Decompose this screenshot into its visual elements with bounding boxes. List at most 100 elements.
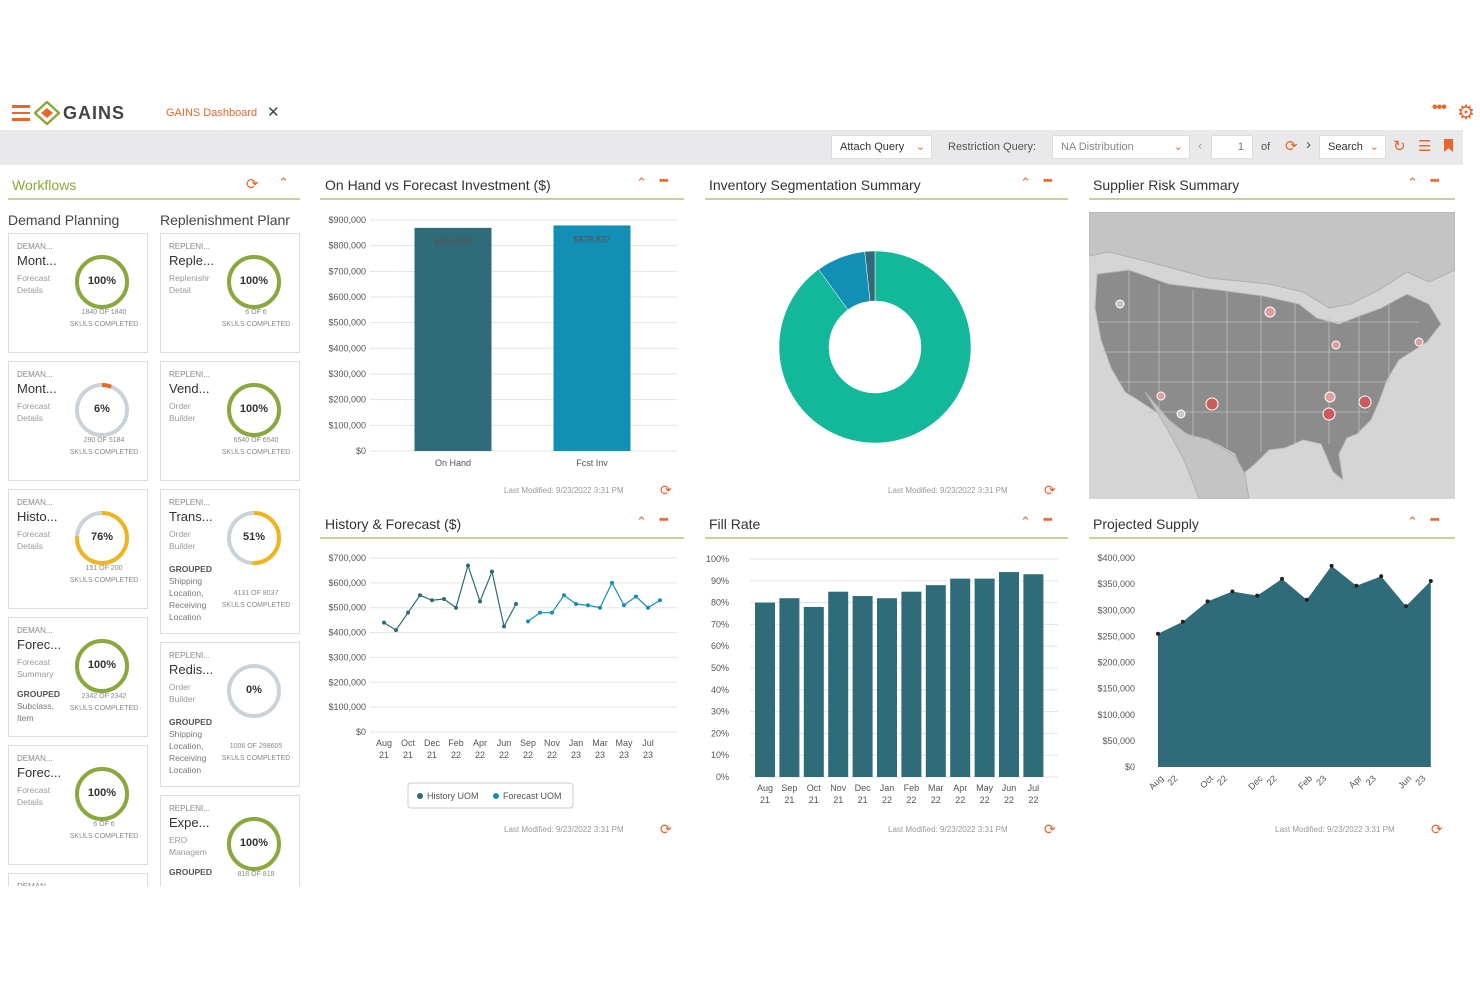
segmentation-panel-title: Inventory Segmentation Summary <box>709 177 921 193</box>
y-tick-label: $600,000 <box>328 578 366 588</box>
data-point <box>1379 574 1384 579</box>
panel-divider <box>320 537 684 539</box>
y-tick-label: 50% <box>711 663 729 673</box>
collapse-icon[interactable]: ⌃ <box>1020 175 1031 190</box>
data-point <box>1404 604 1408 609</box>
card-category: REPLENI... <box>169 804 210 813</box>
more-options-icon[interactable]: ••• <box>1430 175 1440 187</box>
skus-count: 6 OF 6 <box>93 821 115 828</box>
collapse-icon[interactable]: ⌃ <box>1407 175 1418 190</box>
x-tick-label: Mar <box>928 783 944 793</box>
x-tick-label-group: Dec 22 <box>1246 773 1279 792</box>
refresh-icon[interactable]: ⟳ <box>660 482 672 498</box>
page-number-input[interactable]: 1 <box>1211 135 1253 159</box>
card-subtitle: Forecast Details <box>17 401 51 423</box>
next-page-icon[interactable]: › <box>1306 136 1311 153</box>
card-title: Trans... <box>169 509 213 524</box>
attach-query-dropdown[interactable]: Attach Query ⌄ <box>831 135 932 159</box>
y-tick-label: $250,000 <box>1097 631 1135 641</box>
workflow-card[interactable]: DEMAN... Mont... Forecast Details 100% 1840 … <box>8 233 148 353</box>
refresh-icon[interactable]: ⟳ <box>660 821 672 837</box>
x-tick-label: Feb <box>1296 773 1314 791</box>
card-category: REPLENI... <box>169 651 210 660</box>
workflow-card[interactable]: REPLENI... Expe... ERO Managem 100% 818 OF 8… <box>160 795 300 886</box>
forecast-point <box>634 594 638 599</box>
more-options-icon[interactable]: ••• <box>659 514 669 526</box>
workflow-card[interactable]: DEMAN... Histo... Forecast Details 76% 151 O… <box>8 489 148 609</box>
refresh-icon[interactable]: ⟳ <box>1044 482 1056 498</box>
refresh-icon[interactable]: ⟳ <box>1044 821 1056 837</box>
panel-divider <box>1089 198 1455 200</box>
more-options-icon[interactable]: ••• <box>1432 99 1447 116</box>
workflow-card[interactable]: DEMAN... Forec... Forecast Details 100% 6 OF… <box>8 745 148 865</box>
x-tick-label: Mar <box>592 738 608 748</box>
more-options-icon[interactable]: ••• <box>1043 514 1053 526</box>
tab-gains-dashboard[interactable]: GAINS Dashboard <box>166 107 258 119</box>
data-point <box>1180 619 1185 624</box>
grouped-label: GROUPED <box>169 867 212 877</box>
history-point <box>394 628 398 633</box>
card-category: DEMAN... <box>17 242 53 251</box>
grouped-text: Shipping Location, Receiving Location <box>169 576 207 622</box>
workflow-card[interactable]: REPLENI... Trans... Order Builder 51% 4131 O… <box>160 489 300 634</box>
prev-page-icon[interactable]: ‹ <box>1198 138 1203 153</box>
more-options-icon[interactable]: ••• <box>659 175 669 187</box>
y-tick-label: $300,000 <box>328 652 366 662</box>
history-point <box>418 593 422 598</box>
y-tick-label: $400,000 <box>328 628 366 638</box>
settings-gear-icon[interactable]: ⚙ <box>1457 102 1475 124</box>
more-options-icon[interactable]: ••• <box>1043 175 1053 187</box>
history-point <box>466 563 470 568</box>
x-tick-label: Oct <box>807 783 822 793</box>
bookmark-icon[interactable] <box>1444 139 1453 152</box>
workflow-card[interactable]: DEMAN... <box>8 873 148 886</box>
y-tick-label: $100,000 <box>1097 710 1135 720</box>
workflow-card[interactable]: REPLENI... Reple... Replenishr Detail 100% 6… <box>160 233 300 353</box>
y-tick-label: $500,000 <box>328 318 366 328</box>
x-tick-label: 21 <box>427 750 437 760</box>
bar-value-label: $869,358 <box>434 237 472 247</box>
data-point <box>1156 631 1160 636</box>
workflow-card[interactable]: DEMAN... Forec... Forecast Summary 100% 2342… <box>8 617 148 737</box>
bar <box>779 598 800 777</box>
collapse-icon[interactable]: ⌃ <box>636 514 647 529</box>
workflow-card[interactable]: REPLENI... Redis... Order Builder 0% 1006 OF… <box>160 642 300 787</box>
more-options-icon[interactable]: ••• <box>1430 514 1440 526</box>
workflows-collapse-icon[interactable]: ⌃ <box>278 175 289 190</box>
forecast-point <box>526 619 530 624</box>
collapse-icon[interactable]: ⌃ <box>1407 514 1418 529</box>
last-modified-text: Last Modified: 9/23/2022 3:31 PM <box>504 486 624 495</box>
progress-ring-icon <box>227 255 281 309</box>
refresh-icon[interactable]: ⟳ <box>1285 138 1298 155</box>
refresh-icon[interactable]: ⟳ <box>1431 821 1443 837</box>
collapse-icon[interactable]: ⌃ <box>636 175 647 190</box>
area-fill <box>1158 565 1431 767</box>
workflow-card[interactable]: DEMAN... Mont... Forecast Details 6% 290 OF … <box>8 361 148 481</box>
x-tick-label: 22 <box>1004 795 1014 805</box>
supplier-risk-map[interactable] <box>1089 212 1455 499</box>
forecast-point <box>562 593 566 598</box>
card-category: DEMAN... <box>17 498 53 507</box>
restriction-query-select[interactable]: NA Distribution ⌄ <box>1052 135 1190 159</box>
data-point <box>1280 576 1284 581</box>
hamburger-menu-icon[interactable] <box>12 105 30 121</box>
grouped-info: GROUPED Subclass, Item <box>17 688 69 724</box>
segmentation-donut-chart <box>778 250 972 444</box>
x-tick-label: 22 <box>547 750 557 760</box>
collapse-icon[interactable]: ⌃ <box>1020 514 1031 529</box>
workflow-card[interactable]: REPLENI... Vend... Order Builder 100% 6540 O… <box>160 361 300 481</box>
search-dropdown[interactable]: Search ⌄ <box>1319 135 1386 159</box>
last-modified-text: Last Modified: 9/23/2022 3:31 PM <box>888 486 1008 495</box>
x-tick-label: 22 <box>499 750 509 760</box>
close-tab-icon[interactable]: ✕ <box>267 104 280 121</box>
y-tick-label: $400,000 <box>1097 553 1135 563</box>
y-tick-label: $100,000 <box>328 702 366 712</box>
progress-percent: 100% <box>87 659 117 671</box>
gains-logo[interactable] <box>33 100 61 130</box>
progress-ring-icon <box>75 639 129 693</box>
y-tick-label: $700,000 <box>328 553 366 563</box>
legend-label: History UOM <box>427 791 479 801</box>
workflows-refresh-icon[interactable]: ⟳ <box>246 176 259 193</box>
list-icon[interactable]: ☰ <box>1418 138 1432 155</box>
reload-icon[interactable]: ↻ <box>1393 138 1406 155</box>
